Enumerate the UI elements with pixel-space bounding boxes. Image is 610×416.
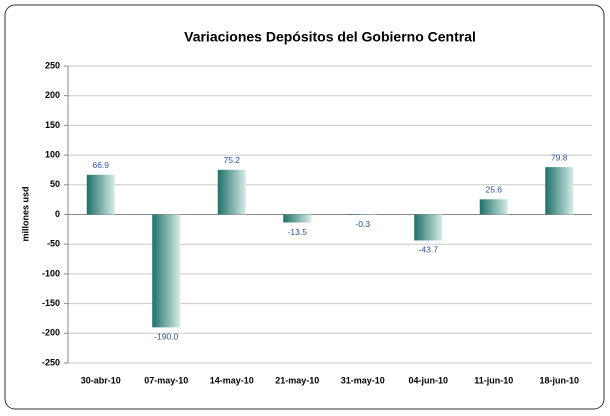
value-label: -43.7: [419, 245, 439, 255]
x-tick-label: 31-may-10: [341, 375, 385, 385]
x-tick-label: 04-jun-10: [408, 375, 448, 385]
x-tick-label: 07-may-10: [144, 375, 188, 385]
y-tick-label: -150: [42, 298, 60, 308]
value-label: 75.2: [223, 155, 240, 165]
bar: [545, 167, 574, 215]
y-tick-label: 250: [45, 60, 60, 70]
bar: [86, 174, 115, 215]
x-tick-label: 11-jun-10: [474, 375, 513, 385]
x-tick-label: 30-abr-10: [81, 375, 121, 385]
bar: [283, 214, 312, 223]
bar: [217, 169, 246, 215]
y-tick-label: 100: [45, 149, 60, 159]
y-tick-label: -50: [47, 239, 60, 249]
bar: [152, 214, 181, 328]
x-tick-label: 14-may-10: [210, 375, 254, 385]
y-tick-label: 150: [45, 120, 60, 130]
y-tick-label: -100: [42, 268, 60, 278]
bar: [414, 214, 443, 241]
bar: [479, 199, 508, 215]
value-label: -13.5: [288, 227, 308, 237]
y-axis-label: millones usd: [20, 186, 30, 241]
y-tick-label: 50: [50, 179, 60, 189]
bar: [348, 214, 377, 215]
y-tick-label: -200: [42, 328, 60, 338]
y-tick-label: -250: [42, 357, 60, 367]
y-tick-label: 0: [55, 209, 60, 219]
value-label: -190.0: [154, 332, 178, 342]
value-label: 66.9: [92, 160, 109, 170]
x-tick-label: 21-may-10: [275, 375, 319, 385]
value-label: 25.6: [485, 185, 502, 195]
value-label: 79.8: [551, 152, 568, 162]
value-label: -0.3: [355, 219, 370, 229]
chart-title: Variaciones Depósitos del Gobierno Centr…: [184, 29, 476, 45]
y-tick-label: 200: [45, 90, 60, 100]
x-tick-label: 18-jun-10: [539, 375, 579, 385]
